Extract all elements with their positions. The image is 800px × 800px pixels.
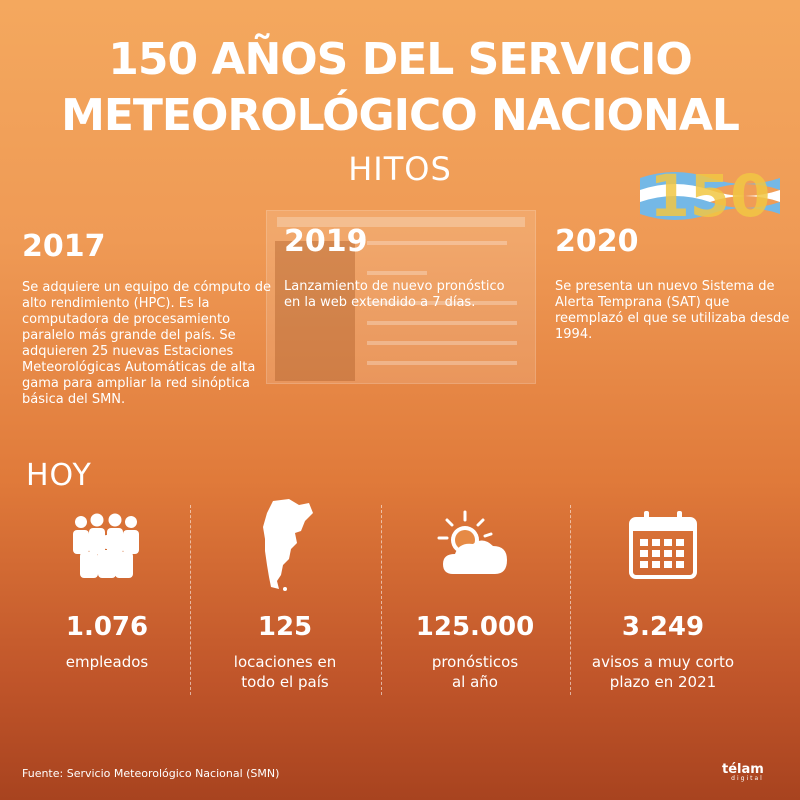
title-line-1: 150 AÑOS DEL SERVICIO <box>108 34 693 85</box>
subtitle: HITOS <box>348 150 452 188</box>
anniversary-logo: 150 <box>640 158 780 230</box>
stat-label-line-2: al año <box>451 673 498 691</box>
stat-employees: 1.076 empleados <box>12 500 202 672</box>
title-line-2: METEOROLÓGICO NACIONAL <box>61 90 740 141</box>
source-note: Fuente: Servicio Meteorológico Nacional … <box>22 767 280 780</box>
stat-label-line-1: locaciones en <box>233 653 337 671</box>
calendar-icon <box>568 500 758 590</box>
milestone-year-2020: 2020 <box>555 224 639 259</box>
divider <box>570 505 571 695</box>
milestone-text-2020: Se presenta un nuevo Sistema de Alerta T… <box>555 279 790 342</box>
stat-label: empleados <box>65 653 149 671</box>
sun-cloud-icon <box>380 500 570 590</box>
website-screenshot <box>266 210 536 384</box>
milestone-year-2019: 2019 <box>284 224 368 259</box>
stat-locations: 125 locaciones en todo el país <box>190 499 380 692</box>
milestone-year-2017: 2017 <box>22 229 106 264</box>
today-heading: HOY <box>26 458 92 493</box>
milestone-text-2019: Lanzamiento de nuevo pronóstico en la we… <box>284 279 505 310</box>
divider <box>190 505 191 695</box>
stat-label-line-2: todo el país <box>241 673 329 691</box>
stat-value: 125.000 <box>415 612 535 642</box>
stat-value: 3.249 <box>621 612 705 642</box>
brand-logo: télam digital <box>722 762 764 782</box>
brand-sub: digital <box>731 775 764 782</box>
stat-label-line-2: plazo en 2021 <box>609 673 717 691</box>
stat-label-line-1: avisos a muy corto <box>591 653 735 671</box>
stat-forecasts: 125.000 pronósticos al año <box>380 500 570 692</box>
divider <box>381 505 382 695</box>
stat-value: 125 <box>257 612 313 642</box>
brand-name: télam <box>722 762 764 777</box>
milestone-text-2017: Se adquiere un equipo de cómputo de alto… <box>22 280 272 407</box>
people-icon <box>12 500 202 590</box>
stat-alerts: 3.249 avisos a muy corto plazo en 2021 <box>568 500 758 692</box>
logo-text: 150 <box>649 162 770 228</box>
stat-label-line-1: pronósticos <box>431 653 519 671</box>
argentina-map-icon <box>190 499 380 591</box>
stat-value: 1.076 <box>65 612 149 642</box>
